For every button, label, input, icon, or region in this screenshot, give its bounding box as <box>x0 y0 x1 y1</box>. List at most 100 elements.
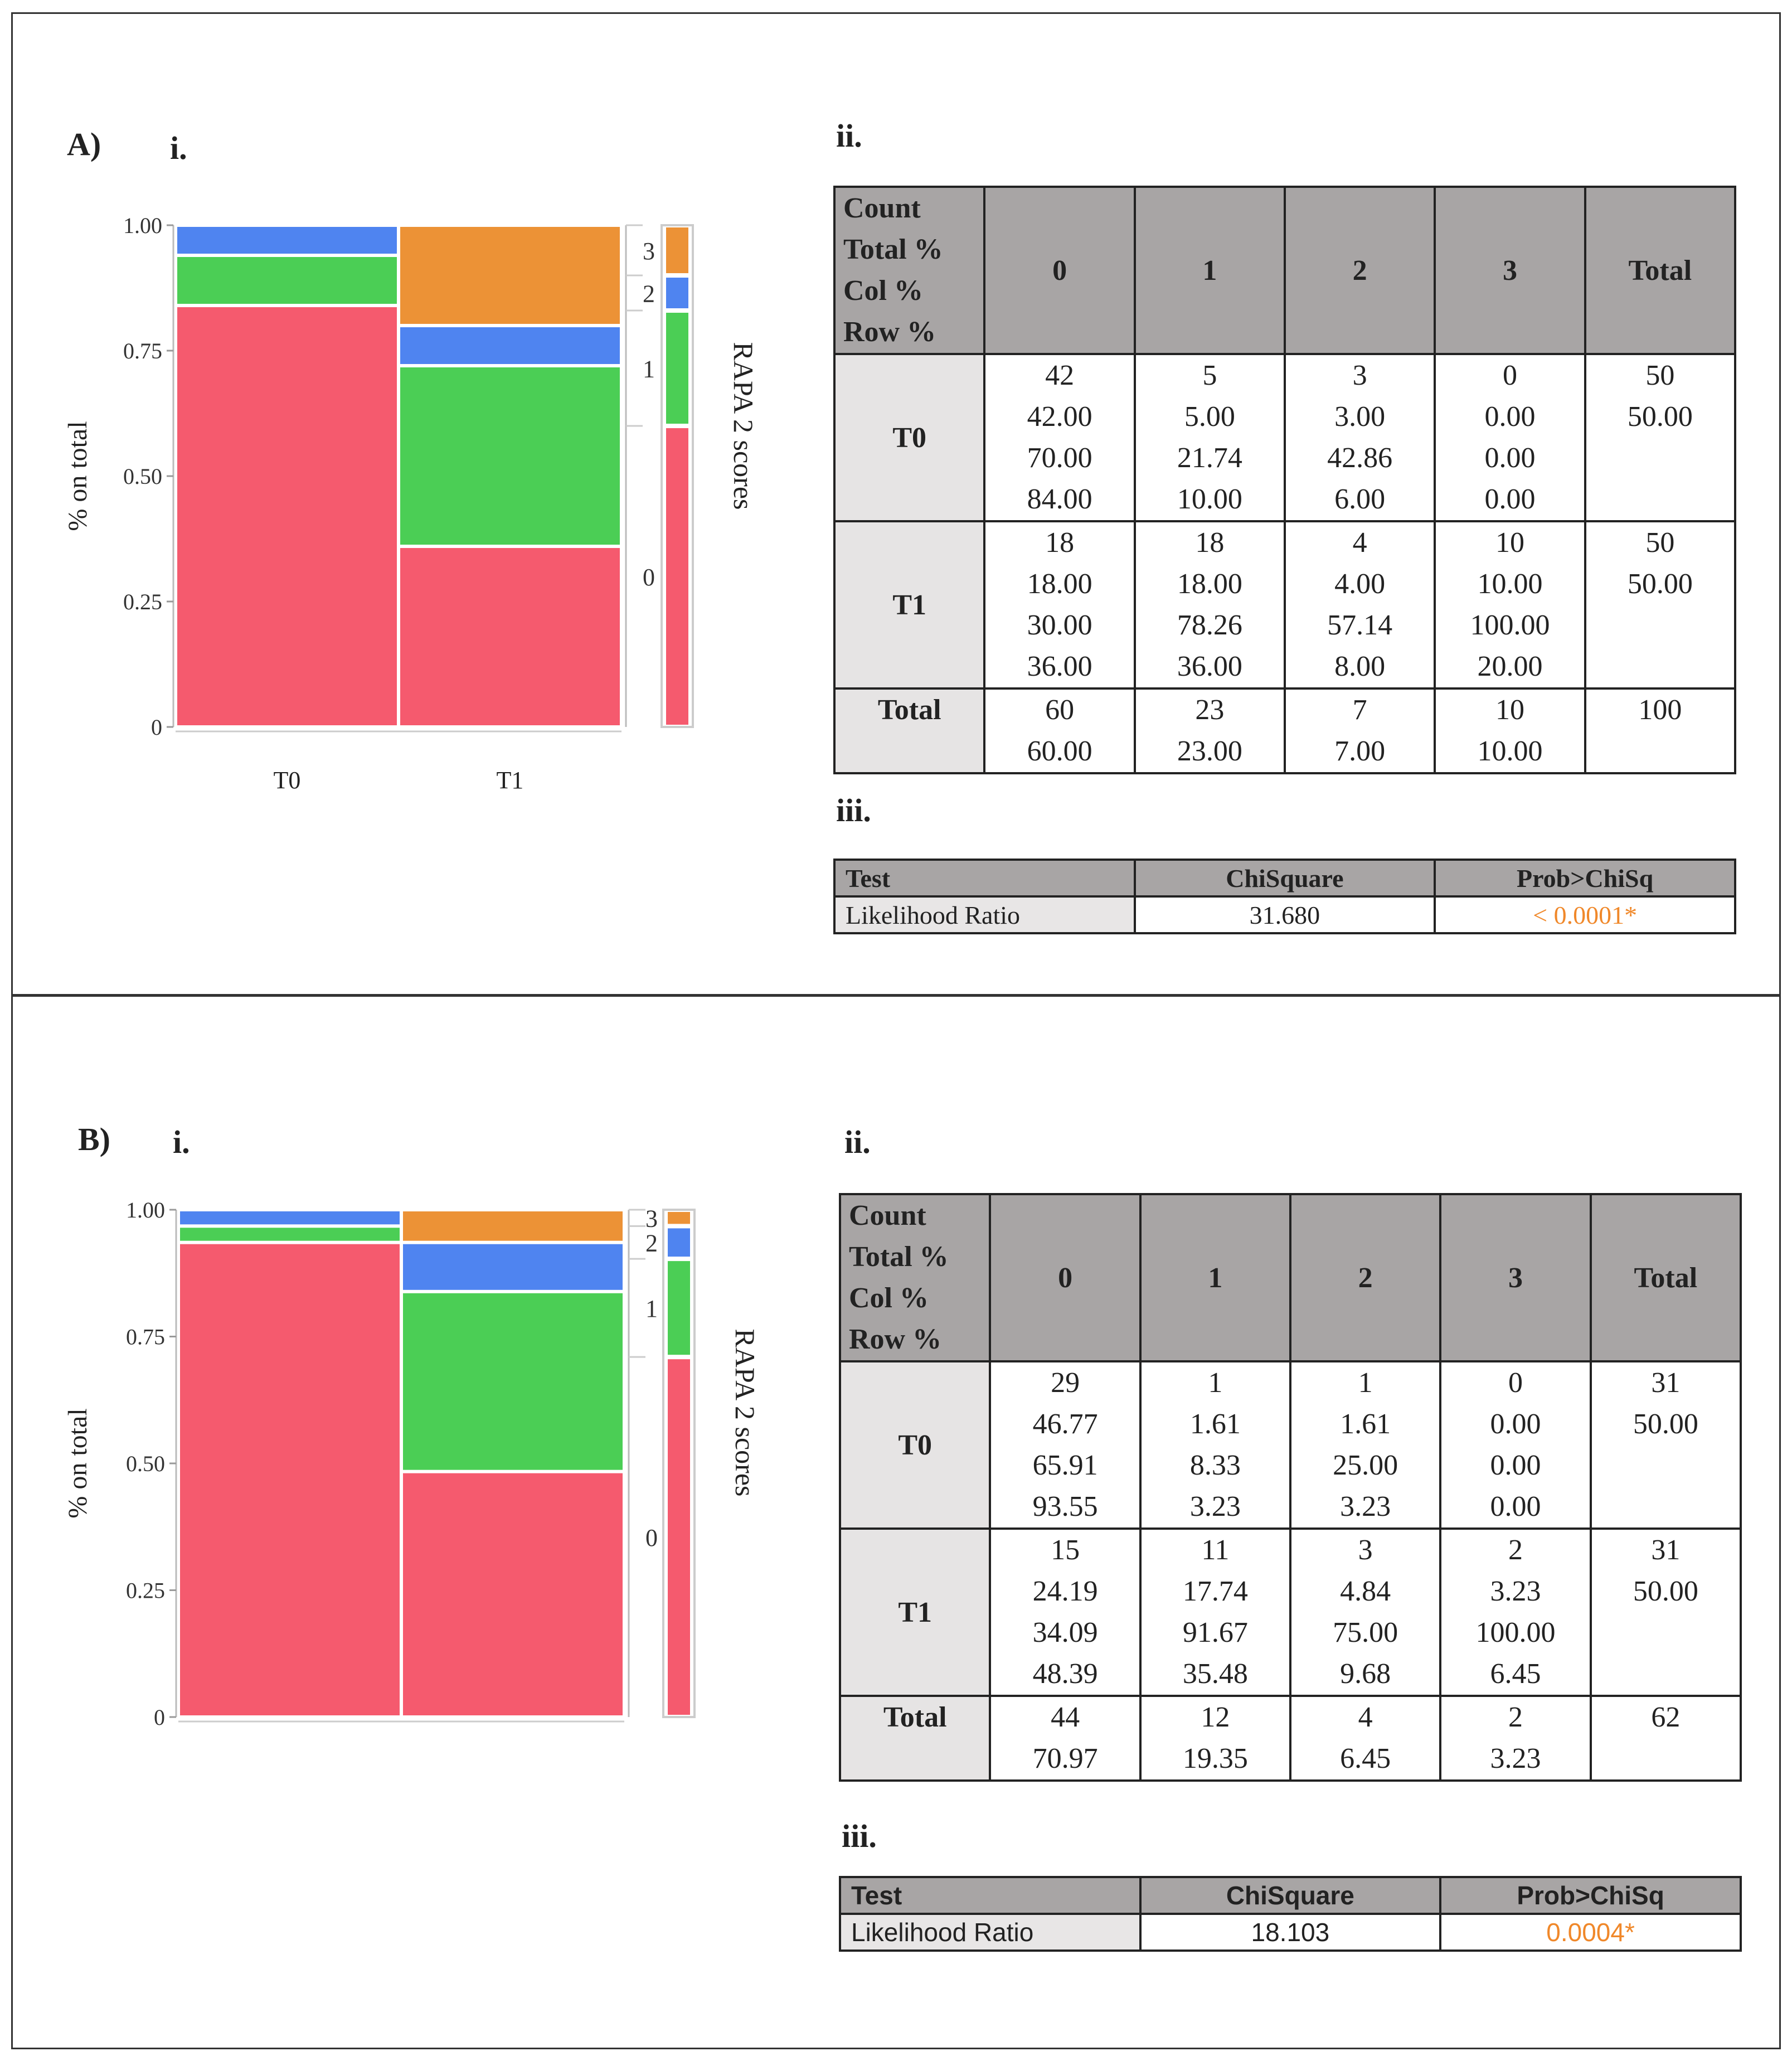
cell-value: 1 <box>1208 1367 1223 1399</box>
cell-value: 100.00 <box>1470 609 1550 641</box>
cell-value: 42.86 <box>1327 442 1393 474</box>
legend-bar-score-1 <box>668 1261 690 1355</box>
y-tick-label: 0.50 <box>123 464 162 489</box>
cell-value: 10.00 <box>1177 483 1242 515</box>
cell-value: 36.00 <box>1177 651 1242 682</box>
corner-line: Count <box>843 192 921 224</box>
cell-value: 2 <box>1508 1701 1523 1733</box>
cell-value: 60 <box>1045 694 1075 726</box>
panel-letter: A) <box>67 126 101 162</box>
cell-value: 50.00 <box>1627 401 1693 433</box>
table-cell: 1 1.61 8.33 3.23 <box>1139 1360 1292 1530</box>
mosaic-cell-T1-score-3 <box>403 1211 623 1241</box>
corner-line: Col % <box>843 275 923 307</box>
mosaic-cell-T0-score-2 <box>177 227 397 254</box>
sub-label-i: i. <box>173 1124 190 1160</box>
cell-value: 5 <box>1202 360 1217 391</box>
cell-value: 4.00 <box>1334 568 1386 600</box>
test-column-header: Prob>ChiSq <box>1439 1876 1742 1915</box>
score-label: 0 <box>645 1524 658 1551</box>
table-cell: 18 18.00 78.26 36.00 <box>1133 520 1286 690</box>
cell-value: 84.00 <box>1027 483 1092 515</box>
cell-value: 23.00 <box>1177 735 1242 767</box>
column-header: Total <box>1589 1193 1742 1362</box>
column-header: Total <box>1584 186 1737 355</box>
contingency-table: Count Total % Col % Row % 0 1 2 3 Total T0 29 46.77… <box>838 1193 1742 1782</box>
table-cell: 23 23.00 <box>1133 687 1286 774</box>
cell-value: 4.84 <box>1340 1575 1391 1607</box>
mosaic-cell-T1-score-0 <box>400 548 620 725</box>
test-cell: 18.103 <box>1139 1913 1442 1952</box>
column-header: 2 <box>1284 186 1436 355</box>
test-table: Test ChiSquare Prob>ChiSq Likelihood Ratio 1… <box>839 1876 1742 1952</box>
y-tick-label: 0 <box>154 1705 165 1730</box>
cell-value: 70.97 <box>1032 1743 1098 1774</box>
score-label: 0 <box>643 564 655 591</box>
panel-b: B) i. ii. iii. 0 0.25 0.50 0.75 1.00 % on tot… <box>0 1003 1792 1979</box>
cell-value: 25.00 <box>1333 1449 1398 1481</box>
x-tick-label: T0 <box>274 767 301 794</box>
column-header: 0 <box>989 1193 1142 1362</box>
cell-value: 65.91 <box>1032 1449 1098 1481</box>
cell-value: 4 <box>1352 527 1367 559</box>
cell-value: 3.00 <box>1334 401 1386 433</box>
test-cell: Likelihood Ratio <box>833 895 1136 934</box>
sub-label-ii: ii. <box>844 1124 871 1160</box>
row-header: T1 <box>833 520 986 690</box>
cell-value: 30.00 <box>1027 609 1092 641</box>
table-cell: 31 50.00 <box>1589 1360 1742 1530</box>
cell-value: 44 <box>1051 1701 1080 1733</box>
y-axis-label: % on total <box>63 421 93 531</box>
mosaic-cell-T0-score-1 <box>177 257 397 304</box>
cell-value: 24.19 <box>1032 1575 1098 1607</box>
cell-value: 78.26 <box>1177 609 1242 641</box>
row-header: T1 <box>838 1527 992 1697</box>
y-tick-label: 0 <box>151 715 162 740</box>
y-tick-label: 0.25 <box>123 589 162 614</box>
table-cell: 15 24.19 34.09 48.39 <box>989 1527 1142 1697</box>
score-label: 3 <box>643 237 655 265</box>
table-header-row: Count Total % Col % Row % 0 1 2 3 Total <box>838 1193 1742 1362</box>
table-cell: 0 0.00 0.00 0.00 <box>1439 1360 1592 1530</box>
cell-value: 12 <box>1201 1701 1230 1733</box>
cell-value: 4 <box>1358 1701 1373 1733</box>
cell-value: 3.23 <box>1490 1743 1541 1774</box>
table-cell: 2 3.23 <box>1439 1695 1592 1782</box>
legend-title: RAPA 2 scores <box>730 1329 761 1497</box>
column-header: 1 <box>1133 186 1286 355</box>
corner-line: Total % <box>843 234 943 265</box>
legend-bar-score-0 <box>666 428 688 725</box>
cell-value: 6.45 <box>1490 1658 1541 1690</box>
corner-line: Col % <box>849 1282 929 1314</box>
cell-value: 21.74 <box>1177 442 1242 474</box>
cell-value: 91.67 <box>1182 1617 1248 1648</box>
cell-value: 70.00 <box>1027 442 1092 474</box>
test-header-row: Test ChiSquare Prob>ChiSq <box>833 859 1736 898</box>
cell-value: 10 <box>1495 527 1524 559</box>
cell-value: 29 <box>1051 1367 1080 1399</box>
table-cell: 50 50.00 <box>1584 353 1737 522</box>
cell-value: 46.77 <box>1032 1408 1098 1440</box>
row-header: Total <box>838 1695 992 1782</box>
cell-value: 60.00 <box>1027 735 1092 767</box>
table-cell: 2 3.23 100.00 6.45 <box>1439 1527 1592 1697</box>
table-corner-header: Count Total % Col % Row % <box>838 1193 992 1362</box>
test-column-header: Prob>ChiSq <box>1434 859 1736 898</box>
legend-bar-score-0 <box>668 1359 690 1715</box>
column-header: 3 <box>1434 186 1586 355</box>
cell-value: 20.00 <box>1477 651 1543 682</box>
cell-value: 42 <box>1045 360 1075 391</box>
table-row: T0 42 42.00 70.00 84.00 5 5.00 21.74 10.00 3 3.00 4… <box>833 353 1737 522</box>
panel-a: A) i. ii. iii. 0 0.25 0.50 0.75 1.00 % on tot… <box>0 0 1792 976</box>
cell-value: 3.23 <box>1189 1491 1241 1522</box>
mosaic-cell-T1-score-2 <box>400 327 620 364</box>
cell-value: 10.00 <box>1477 568 1543 600</box>
table-row: T1 18 18.00 30.00 36.00 18 18.00 78.26 36.00 4 4.0… <box>833 520 1737 690</box>
panel-letter: B) <box>78 1121 110 1157</box>
table-cell: 1 1.61 25.00 3.23 <box>1289 1360 1442 1530</box>
cell-value: 75.00 <box>1333 1617 1398 1648</box>
cell-value: 3.23 <box>1490 1575 1541 1607</box>
cell-value: 100.00 <box>1475 1617 1556 1648</box>
table-cell: 11 17.74 91.67 35.48 <box>1139 1527 1292 1697</box>
legend-bar-score-3 <box>666 227 688 273</box>
